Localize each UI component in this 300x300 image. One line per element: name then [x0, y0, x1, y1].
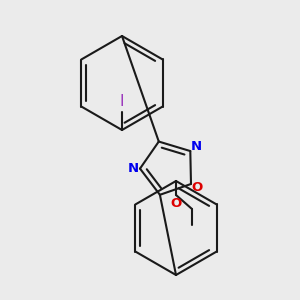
Text: N: N	[190, 140, 201, 153]
Text: O: O	[170, 197, 182, 210]
Text: I: I	[120, 94, 124, 109]
Text: N: N	[128, 162, 139, 175]
Text: O: O	[191, 182, 202, 194]
